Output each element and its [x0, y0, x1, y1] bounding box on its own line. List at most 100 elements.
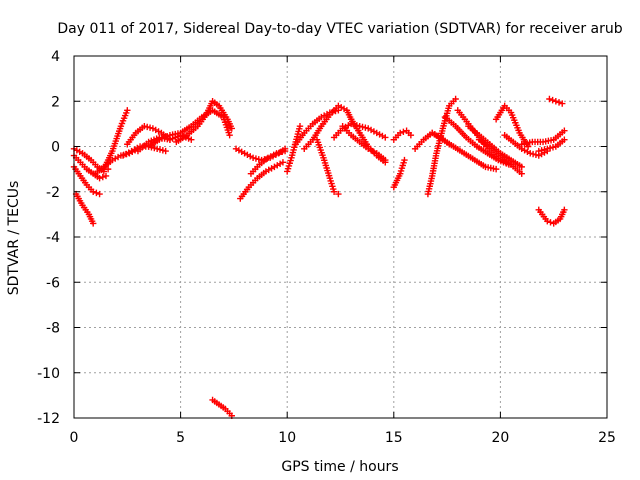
series-arc-27 — [428, 129, 500, 173]
data-point — [252, 155, 260, 162]
data-point — [279, 159, 287, 166]
series-arc-19 — [313, 136, 342, 198]
data-point — [552, 98, 560, 105]
series-arc-11 — [173, 98, 235, 146]
data-point — [555, 99, 563, 106]
data-point — [96, 190, 103, 198]
data-point — [559, 100, 566, 107]
x-tick-label: 10 — [278, 430, 296, 446]
data-point — [401, 156, 408, 164]
data-point — [529, 150, 537, 158]
data-point — [407, 131, 415, 139]
data-point — [492, 165, 500, 173]
series-arc-14 — [237, 159, 287, 202]
data-point — [546, 144, 554, 152]
y-tick-label: 0 — [51, 140, 60, 156]
data-point — [561, 206, 568, 214]
data-point — [549, 144, 557, 151]
data-point — [544, 217, 551, 225]
data-point — [538, 147, 545, 154]
y-tick-label: -10 — [37, 366, 60, 382]
data-point — [535, 147, 542, 155]
series-arc-34 — [518, 127, 568, 148]
data-point — [102, 172, 110, 180]
data-point — [335, 190, 342, 198]
data-point — [264, 155, 271, 162]
data-point — [330, 188, 338, 195]
series-arc-24 — [390, 127, 415, 143]
series-arc-23 — [390, 156, 408, 191]
data-point — [452, 95, 459, 103]
data-point — [162, 147, 169, 155]
data-point — [273, 150, 280, 157]
data-point — [396, 129, 404, 137]
data-point — [89, 188, 97, 195]
series-arc-1 — [70, 152, 110, 182]
y-tick-label: -2 — [46, 185, 60, 201]
data-point — [276, 149, 283, 156]
x-tick-label: 5 — [176, 430, 185, 446]
data-point — [524, 143, 532, 150]
x-tick-label: 25 — [598, 430, 616, 446]
data-point — [141, 122, 148, 130]
chart-title: Day 011 of 2017, Sidereal Day-to-day VTE… — [57, 21, 622, 37]
y-tick-label: -8 — [46, 321, 60, 337]
series-arc-32 — [492, 102, 532, 150]
x-tick-label: 15 — [385, 430, 403, 446]
data-point — [89, 220, 97, 227]
data-point — [249, 154, 257, 162]
series-arc-22 — [347, 116, 389, 166]
grid-lines — [74, 56, 607, 418]
series-arc-17 — [292, 107, 342, 148]
plot-markers — [70, 95, 568, 419]
data-point — [156, 146, 164, 153]
y-tick-label: 2 — [51, 94, 60, 110]
data-point — [143, 123, 151, 131]
data-point — [332, 107, 339, 115]
y-tick-label: -4 — [46, 230, 60, 246]
data-point — [546, 95, 553, 103]
series-arc-3 — [72, 190, 97, 227]
data-point — [228, 125, 235, 132]
data-point — [359, 123, 366, 131]
data-point — [544, 145, 551, 152]
data-point — [188, 136, 195, 143]
data-point — [541, 146, 548, 153]
y-tick-label: -12 — [37, 411, 60, 427]
data-point — [561, 127, 568, 134]
data-point — [226, 131, 233, 139]
series-arc-15 — [247, 147, 289, 177]
series-arc-35 — [535, 136, 568, 155]
data-point — [151, 144, 158, 152]
data-point — [400, 128, 407, 135]
series-arc-5 — [100, 107, 131, 173]
x-axis-label: GPS time / hours — [281, 459, 398, 475]
data-point — [281, 147, 289, 155]
data-point — [279, 148, 286, 155]
series-arc-12 — [209, 396, 235, 419]
series-arc-37 — [535, 206, 568, 227]
x-tick-label: 20 — [491, 430, 509, 446]
x-tick-label: 0 — [70, 430, 79, 446]
data-point — [99, 173, 106, 181]
data-point — [561, 136, 568, 143]
series-arc-31 — [475, 136, 525, 177]
data-point — [159, 147, 167, 154]
data-point — [146, 124, 154, 131]
series-arc-36 — [546, 95, 566, 107]
data-point — [382, 159, 389, 166]
data-point — [124, 107, 131, 114]
y-axis-label: SDTVAR / TECUs — [6, 181, 22, 296]
data-point — [153, 145, 161, 152]
data-point — [518, 163, 525, 171]
data-point — [382, 134, 389, 141]
data-point — [549, 96, 556, 104]
y-tick-label: 4 — [51, 49, 60, 65]
data-point — [96, 174, 103, 182]
series-arc-30 — [465, 122, 525, 171]
data-point — [518, 170, 525, 177]
data-point — [532, 151, 540, 158]
